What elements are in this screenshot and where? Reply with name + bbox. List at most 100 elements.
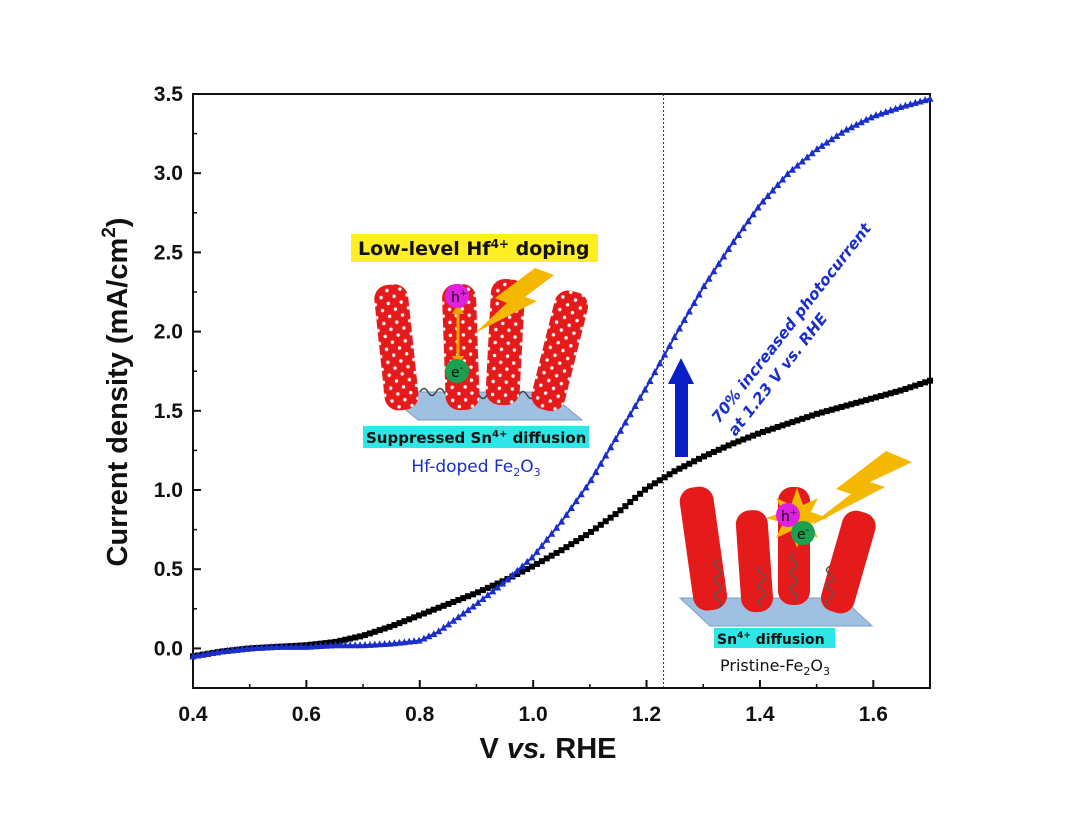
data-point [282,642,290,650]
data-point [837,128,846,136]
inset-hf-title: Low-level Hf4+ doping [358,237,590,260]
data-point [720,444,727,451]
data-point [425,608,432,615]
light-bolt-icon [808,451,912,527]
data-point [366,630,373,637]
data-point [902,385,909,392]
data-point [435,604,442,611]
data-point [489,582,496,589]
data-point [513,566,521,574]
data-point [268,643,276,651]
x-tick-label: 0.6 [292,703,321,726]
data-point [759,197,767,205]
data-point [465,593,472,600]
data-point [302,642,310,650]
light-bolt-icon [475,268,554,333]
data-point [440,602,447,609]
data-point [852,120,860,128]
data-point [479,595,487,603]
data-point [833,132,841,140]
data-point [415,636,423,644]
data-point [690,298,698,306]
nanorod [374,284,419,411]
data-point [395,638,403,646]
data-point [578,535,585,542]
data-point [287,642,295,650]
data-point [548,552,555,559]
y-tick-label: 2.0 [154,321,183,344]
inset-hf-sub: Suppressed Sn4+ diffusion [366,429,586,447]
data-point [385,639,394,647]
inset-pristine-caption: Pristine-Fe2O3 [720,656,830,678]
data-point [813,410,820,417]
data-point [405,637,413,645]
data-point [597,521,604,528]
data-point [533,560,540,567]
data-point [680,315,688,323]
data-point [401,618,408,625]
data-point [912,382,919,389]
data-point [592,525,599,532]
data-point [292,642,300,650]
data-point [809,412,816,419]
nanorod [531,290,589,412]
data-point [847,123,855,131]
data-point [670,333,679,341]
data-point [346,641,354,649]
data-point [779,175,787,183]
data-point [897,387,904,394]
data-point [661,474,668,481]
data-point [523,557,531,565]
electron-icon [791,521,815,545]
data-point [700,282,708,290]
nanorod [679,486,728,611]
data-point [449,616,458,624]
data-point [317,642,325,650]
data-point [213,648,222,656]
data-point [794,417,801,424]
data-point [631,402,639,410]
data-point [612,511,619,518]
data-point [322,641,330,649]
data-point [632,494,639,501]
data-point [361,632,368,639]
data-point [258,643,266,651]
data-point [543,535,551,543]
data-point [518,562,526,570]
x-tick-label: 0.4 [178,703,208,726]
data-point [642,486,649,493]
data-point [774,424,781,431]
data-point [450,598,457,605]
data-point [862,115,870,123]
data-point [641,385,649,393]
y-tick-label: 1.0 [154,479,183,502]
data-point [622,503,629,510]
data-point [927,377,933,384]
data-point [498,579,507,587]
data-point [371,628,378,635]
x-tick-label: 1.4 [745,703,775,726]
data-point [553,549,560,556]
data-point [386,623,393,630]
data-point [675,324,684,332]
data-point [651,480,658,487]
data-point [858,398,865,405]
arrow-head [452,304,464,314]
data-point [390,639,399,647]
data-point [396,620,403,627]
hole-label: h+ [781,508,797,525]
data-point [666,471,673,478]
data-point [439,623,448,631]
data-point [602,518,609,525]
data-point [907,384,914,391]
data-point [848,401,855,408]
data-point [863,397,870,404]
data-point [474,589,481,596]
data-point [602,451,610,459]
data-point [459,609,467,617]
data-point [263,643,271,651]
data-point [519,568,526,575]
electron-label: e- [797,525,810,543]
data-point [218,647,227,655]
x-tick-label: 1.2 [632,703,661,726]
